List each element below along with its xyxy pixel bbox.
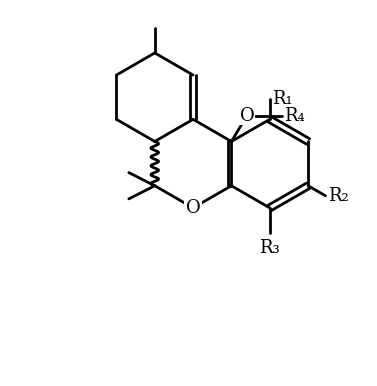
Text: R₂: R₂ — [328, 187, 349, 205]
Text: O: O — [186, 199, 201, 217]
Text: O: O — [240, 107, 254, 125]
Text: R₃: R₃ — [259, 239, 280, 257]
Text: R₁: R₁ — [273, 90, 293, 108]
Text: R₄: R₄ — [284, 107, 305, 125]
